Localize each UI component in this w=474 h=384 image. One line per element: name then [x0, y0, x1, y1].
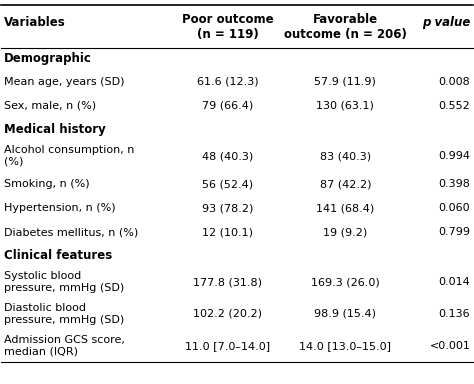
Text: Poor outcome
(n = 119): Poor outcome (n = 119) — [182, 13, 273, 41]
Text: p value: p value — [422, 17, 470, 29]
Text: 11.0 [7.0–14.0]: 11.0 [7.0–14.0] — [185, 341, 270, 351]
Text: 0.008: 0.008 — [438, 77, 470, 87]
Text: 0.136: 0.136 — [438, 309, 470, 319]
Text: 0.060: 0.060 — [438, 203, 470, 213]
Text: 169.3 (26.0): 169.3 (26.0) — [311, 277, 380, 287]
Text: 0.014: 0.014 — [438, 277, 470, 287]
Text: Systolic blood
pressure, mmHg (SD): Systolic blood pressure, mmHg (SD) — [4, 271, 124, 293]
Text: 14.0 [13.0–15.0]: 14.0 [13.0–15.0] — [300, 341, 392, 351]
Text: 87 (42.2): 87 (42.2) — [319, 179, 371, 189]
Text: 141 (68.4): 141 (68.4) — [316, 203, 374, 213]
Text: Hypertension, n (%): Hypertension, n (%) — [4, 203, 115, 213]
Text: 0.799: 0.799 — [438, 227, 470, 237]
Text: 98.9 (15.4): 98.9 (15.4) — [314, 309, 376, 319]
Text: 93 (78.2): 93 (78.2) — [202, 203, 253, 213]
Text: Variables: Variables — [4, 17, 65, 29]
Text: 0.398: 0.398 — [438, 179, 470, 189]
Text: 83 (40.3): 83 (40.3) — [320, 151, 371, 161]
Text: 57.9 (11.9): 57.9 (11.9) — [314, 77, 376, 87]
Text: 0.994: 0.994 — [438, 151, 470, 161]
Text: 0.552: 0.552 — [438, 101, 470, 111]
Text: Mean age, years (SD): Mean age, years (SD) — [4, 77, 124, 87]
Text: 12 (10.1): 12 (10.1) — [202, 227, 253, 237]
Text: <0.001: <0.001 — [429, 341, 470, 351]
Text: 61.6 (12.3): 61.6 (12.3) — [197, 77, 258, 87]
Text: Diabetes mellitus, n (%): Diabetes mellitus, n (%) — [4, 227, 138, 237]
Text: 102.2 (20.2): 102.2 (20.2) — [193, 309, 262, 319]
Text: 177.8 (31.8): 177.8 (31.8) — [193, 277, 262, 287]
Text: Diastolic blood
pressure, mmHg (SD): Diastolic blood pressure, mmHg (SD) — [4, 303, 124, 325]
Text: 48 (40.3): 48 (40.3) — [202, 151, 253, 161]
Text: 79 (66.4): 79 (66.4) — [202, 101, 253, 111]
Text: Admission GCS score,
median (IQR): Admission GCS score, median (IQR) — [4, 335, 125, 357]
Text: Alcohol consumption, n
(%): Alcohol consumption, n (%) — [4, 145, 134, 167]
Text: 130 (63.1): 130 (63.1) — [317, 101, 374, 111]
Text: Demographic: Demographic — [4, 52, 91, 65]
Text: Sex, male, n (%): Sex, male, n (%) — [4, 101, 96, 111]
Text: Smoking, n (%): Smoking, n (%) — [4, 179, 90, 189]
Text: 19 (9.2): 19 (9.2) — [323, 227, 367, 237]
Text: Medical history: Medical history — [4, 122, 106, 136]
Text: Favorable
outcome (n = 206): Favorable outcome (n = 206) — [284, 13, 407, 41]
Text: 56 (52.4): 56 (52.4) — [202, 179, 253, 189]
Text: Clinical features: Clinical features — [4, 249, 112, 262]
